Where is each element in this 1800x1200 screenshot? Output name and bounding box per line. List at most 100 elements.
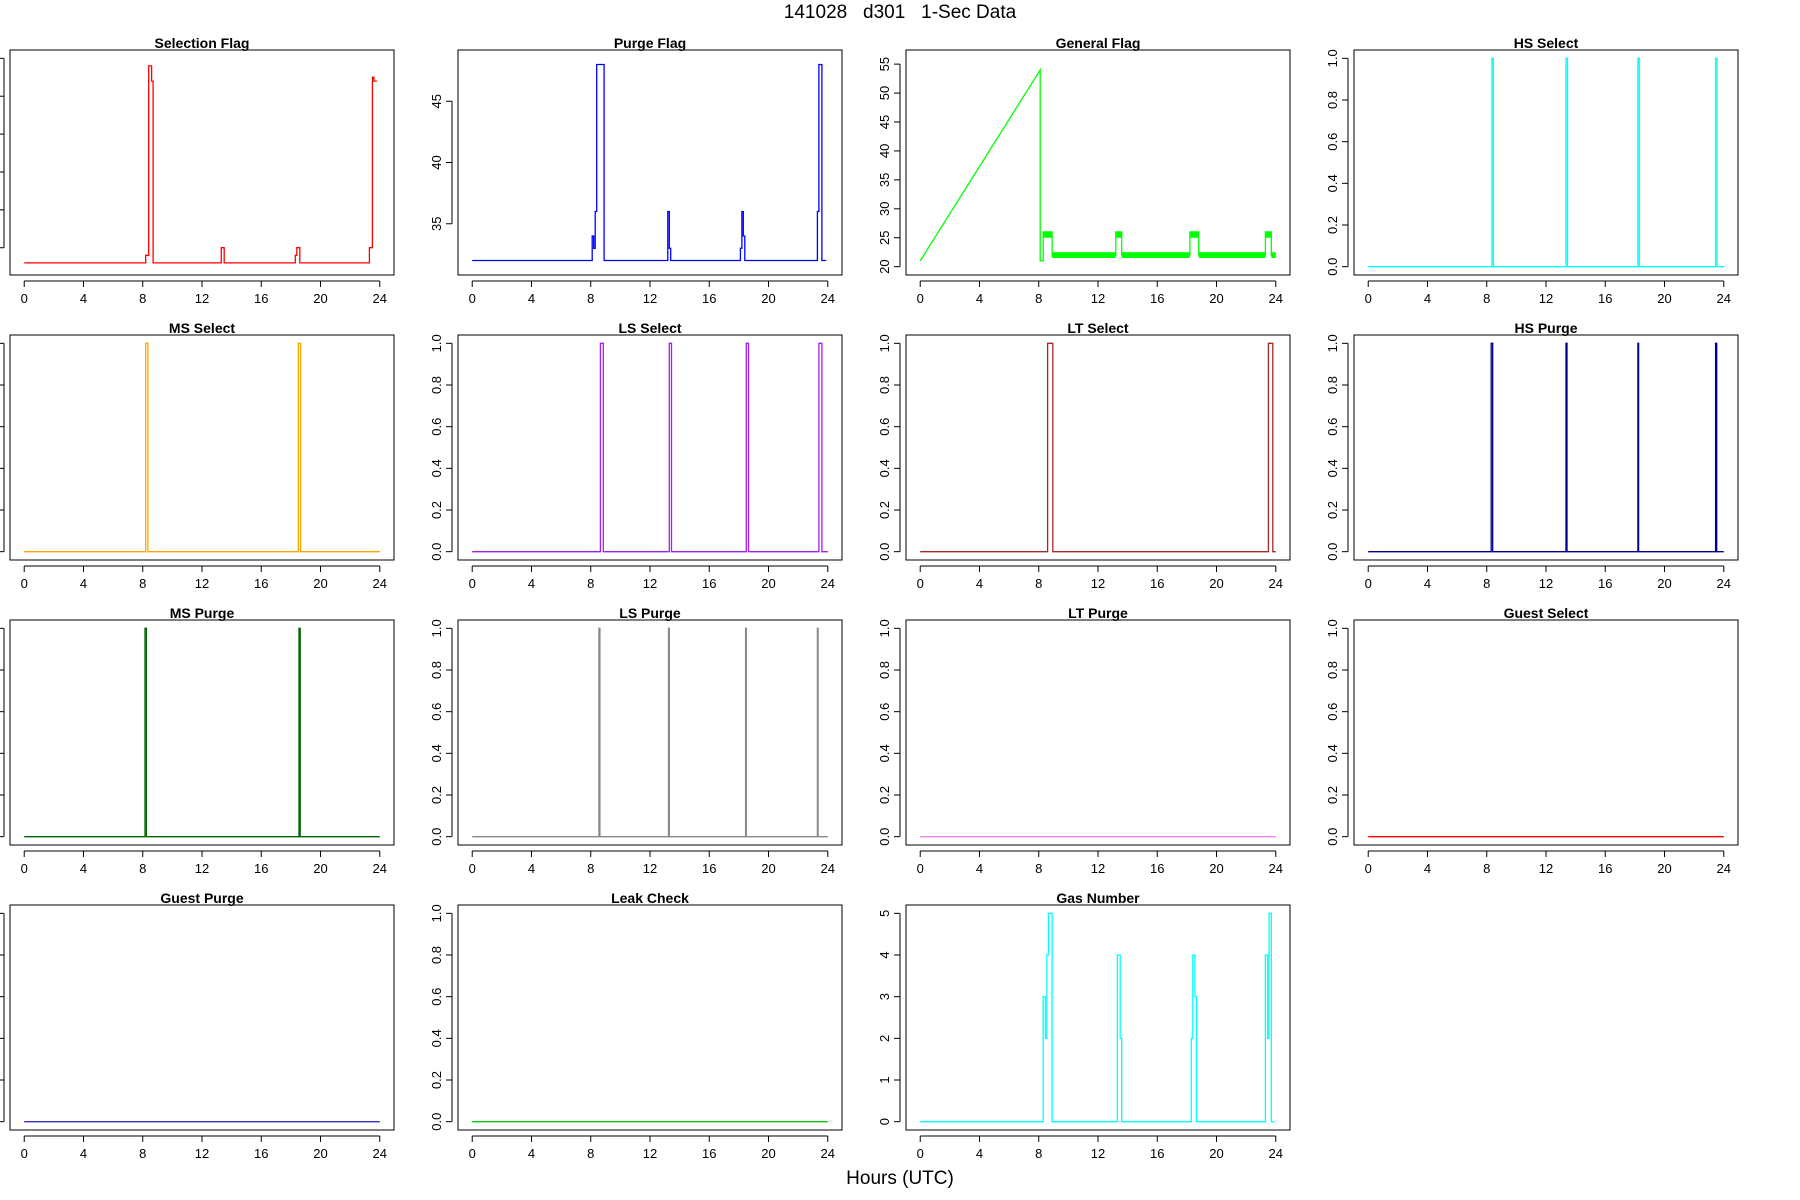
x-tick-label: 16: [1150, 576, 1164, 591]
y-tick-label: 0.0: [1325, 543, 1340, 561]
x-tick-label: 16: [1598, 576, 1612, 591]
x-tick-label: 24: [373, 861, 387, 876]
x-tick-label: 12: [643, 1146, 657, 1161]
y-tick-label: 0.0: [1325, 258, 1340, 276]
y-tick-label: 0.4: [429, 459, 444, 477]
y-tick-label: 0.0: [877, 543, 892, 561]
x-tick-label: 0: [469, 291, 476, 306]
panel-title: Guest Purge: [160, 890, 243, 906]
series-line: [1368, 342, 1724, 553]
y-tick-label: 0.0: [429, 1113, 444, 1131]
panel-title: MS Select: [169, 320, 235, 336]
x-tick-label: 16: [1150, 291, 1164, 306]
y-tick-label: 1.0: [1325, 49, 1340, 67]
x-tick-label: 8: [1035, 861, 1042, 876]
x-tick-label: 20: [313, 1146, 327, 1161]
panel-title: Guest Select: [1504, 605, 1589, 621]
y-axis: 0.0 0.2 0.4 0.6 0.8 1.0: [1325, 619, 1349, 846]
y-tick-label: 0.2: [1325, 501, 1340, 519]
panel-6: LT Select 0 4 8 12 16 20 24 0.0 0.2 0.4 0.6 0.8 1.0: [877, 320, 1291, 591]
panel-title: LT Purge: [1068, 605, 1128, 621]
y-axis: 35 40 45: [429, 94, 453, 231]
x-tick-label: 8: [587, 576, 594, 591]
x-tick-label: 0: [1365, 291, 1372, 306]
x-tick-label: 12: [1539, 861, 1553, 876]
x-tick-label: 8: [1483, 861, 1490, 876]
y-tick-label: 35: [877, 173, 892, 187]
x-tick-label: 20: [761, 861, 775, 876]
x-tick-label: 4: [80, 291, 87, 306]
y-tick-label: 0.6: [877, 703, 892, 721]
panel-title: HS Select: [1514, 35, 1579, 51]
x-tick-label: 24: [373, 576, 387, 591]
x-axis: 0 4 8 12 16 20 24: [917, 1135, 1283, 1161]
x-tick-label: 4: [1424, 576, 1431, 591]
x-tick-label: 4: [80, 576, 87, 591]
x-tick-label: 12: [195, 291, 209, 306]
series-line: [24, 627, 380, 838]
y-tick-label: 45: [877, 115, 892, 129]
panel-12: Guest Purge 0 4 8 12 16 20 24 0.00.20.40.60.81.0: [0, 890, 395, 1161]
panel-4: MS Select 0 4 8 12 16 20 24 0.00.20.40.60.81.0: [0, 320, 395, 591]
x-axis: 0 4 8 12 16 20 24: [21, 280, 387, 306]
panel-9: LS Purge 0 4 8 12 16 20 24 0.0 0.2 0.4 0.6 0.8 1.0: [429, 605, 843, 876]
x-tick-label: 16: [1598, 291, 1612, 306]
x-tick-label: 8: [139, 576, 146, 591]
y-tick-label: 0.6: [429, 418, 444, 436]
y-tick-label: 1.0: [1325, 619, 1340, 637]
plot-frame: [457, 904, 843, 1131]
panel-13: Leak Check 0 4 8 12 16 20 24 0.0 0.2 0.4 0.6 0.8 1.0: [429, 890, 843, 1161]
y-tick-label: 0.8: [429, 376, 444, 394]
y-tick-label: 0.0: [429, 543, 444, 561]
plot-frame: [905, 49, 1291, 276]
panel-7: HS Purge 0 4 8 12 16 20 24 0.0 0.2 0.4 0.6 0.8 1.0: [1325, 320, 1739, 591]
y-tick-label: 1.0: [429, 904, 444, 922]
y-tick-label: 4: [877, 951, 892, 958]
y-axis: 0.0 0.2 0.4 0.6 0.8 1.0: [1325, 334, 1349, 561]
x-tick-label: 8: [139, 861, 146, 876]
series-line: [472, 627, 828, 838]
x-tick-label: 16: [254, 291, 268, 306]
y-tick-label: 2: [877, 1035, 892, 1042]
panel-5: LS Select 0 4 8 12 16 20 24 0.0 0.2 0.4 0.6 0.8 1.0: [429, 320, 843, 591]
x-axis: 0 4 8 12 16 20 24: [21, 565, 387, 591]
x-tick-label: 16: [1598, 861, 1612, 876]
x-tick-label: 20: [1657, 291, 1671, 306]
plot-frame: [9, 619, 395, 846]
x-axis: 0 4 8 12 16 20 24: [917, 280, 1283, 306]
x-tick-label: 20: [1657, 861, 1671, 876]
y-tick-label: 50: [877, 86, 892, 100]
x-tick-label: 0: [469, 1146, 476, 1161]
y-tick-label: 40: [877, 144, 892, 158]
y-tick-label: 0.0: [429, 828, 444, 846]
x-tick-label: 16: [702, 861, 716, 876]
panel-1: Purge Flag 0 4 8 12 16 20 24 35 40 45: [429, 35, 843, 306]
y-tick-label: 30: [877, 202, 892, 216]
y-tick-label: 0.8: [1325, 661, 1340, 679]
y-tick-label: 0.2: [877, 501, 892, 519]
x-tick-label: 16: [702, 576, 716, 591]
series-line: [919, 67, 1276, 262]
x-tick-label: 4: [976, 576, 983, 591]
y-tick-label: 0.4: [877, 459, 892, 477]
y-axis: 0.0 0.2 0.4 0.6 0.8 1.0: [429, 619, 453, 846]
x-axis: 0 4 8 12 16 20 24: [21, 850, 387, 876]
x-tick-label: 12: [1539, 291, 1553, 306]
panel-title: General Flag: [1056, 35, 1141, 51]
panel-3: HS Select 0 4 8 12 16 20 24 0.0 0.2 0.4 0.6 0.8 1.0: [1325, 35, 1739, 306]
y-tick-label: 0.6: [429, 988, 444, 1006]
x-tick-label: 16: [702, 291, 716, 306]
y-axis: 0.0 0.2 0.4 0.6 0.8 1.0: [877, 334, 901, 561]
x-axis: 0 4 8 12 16 20 24: [469, 1135, 835, 1161]
x-tick-label: 20: [1657, 576, 1671, 591]
y-tick-label: 20: [877, 259, 892, 273]
x-tick-label: 12: [1091, 576, 1105, 591]
x-tick-label: 4: [80, 861, 87, 876]
y-tick-label: 0.8: [429, 946, 444, 964]
x-tick-label: 24: [373, 1146, 387, 1161]
y-tick-label: 0.2: [429, 1071, 444, 1089]
y-tick-label: 3: [877, 993, 892, 1000]
y-tick-label: 0.6: [1325, 418, 1340, 436]
y-tick-label: 0.8: [429, 661, 444, 679]
